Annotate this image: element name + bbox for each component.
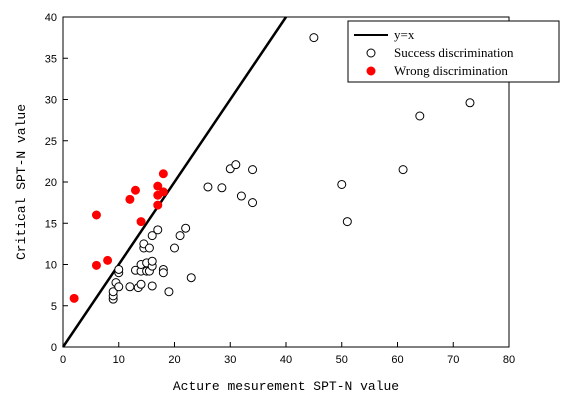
x-tick-label: 50 [336,354,348,366]
wrong-point [69,293,79,303]
legend-wrong-swatch [366,66,376,76]
success-point [144,243,154,253]
success-point [108,287,118,297]
success-point [309,33,319,43]
success-point [114,282,124,292]
reference-line-y-equals-x [61,16,288,348]
x-tick-label: 40 [280,354,292,366]
success-point [158,268,168,278]
y-tick-label: 15 [45,218,57,230]
y-axis-title: Critical SPT-N value [14,104,29,260]
y-tick-label: 35 [45,53,57,65]
success-point [236,191,246,201]
wrong-point [91,260,101,270]
success-point [147,256,157,266]
x-tick-label: 10 [113,354,125,366]
legend-success-swatch [366,48,376,58]
success-point [114,264,124,274]
legend-box [347,20,560,83]
success-point [125,282,135,292]
success-point [186,273,196,283]
legend-label-success: Success discrimination [394,45,514,60]
x-axis-ticks: 0 10 20 30 40 50 60 70 80 [60,342,515,366]
wrong-point [158,187,168,197]
wrong-point [153,200,163,210]
success-point [248,165,258,175]
success-point [217,183,227,193]
success-point [164,287,174,297]
legend-label-wrong: Wrong discrimination [394,63,508,78]
x-tick-label: 20 [168,354,180,366]
x-tick-label: 70 [447,354,459,366]
success-point [203,182,213,192]
wrong-point [153,181,163,191]
success-point [181,223,191,233]
success-point [337,179,347,189]
success-point [147,281,157,291]
success-point [175,231,185,241]
x-tick-label: 30 [224,354,236,366]
data-marks [61,16,475,348]
wrong-point [130,185,140,195]
y-tick-label: 40 [45,12,57,24]
success-point [415,111,425,121]
x-tick-label: 0 [60,354,66,366]
legend-label-line: y=x [394,27,415,42]
success-point [398,165,408,175]
y-tick-label: 25 [45,136,57,148]
x-axis-title: Acture mesurement SPT-N value [173,379,399,394]
legend: y=x Success discrimination Wrong discrim… [347,20,560,83]
success-point [136,279,146,289]
x-tick-label: 60 [391,354,403,366]
y-axis-ticks: 0 5 10 15 20 25 30 35 40 [45,12,68,354]
y-tick-label: 10 [45,260,57,272]
wrong-point [103,255,113,265]
wrong-point [136,217,146,227]
y-tick-label: 30 [45,95,57,107]
success-point [147,231,157,241]
wrong-point [91,210,101,220]
success-point [465,98,475,108]
wrong-point [125,194,135,204]
y-tick-label: 0 [51,342,57,354]
success-point [153,225,163,235]
success-point [170,243,179,253]
wrong-point [158,169,168,179]
x-tick-label: 80 [503,354,515,366]
success-point [231,160,241,170]
y-tick-label: 20 [45,177,57,189]
success-point [248,198,258,208]
success-point [342,217,352,227]
y-tick-label: 5 [51,301,57,313]
